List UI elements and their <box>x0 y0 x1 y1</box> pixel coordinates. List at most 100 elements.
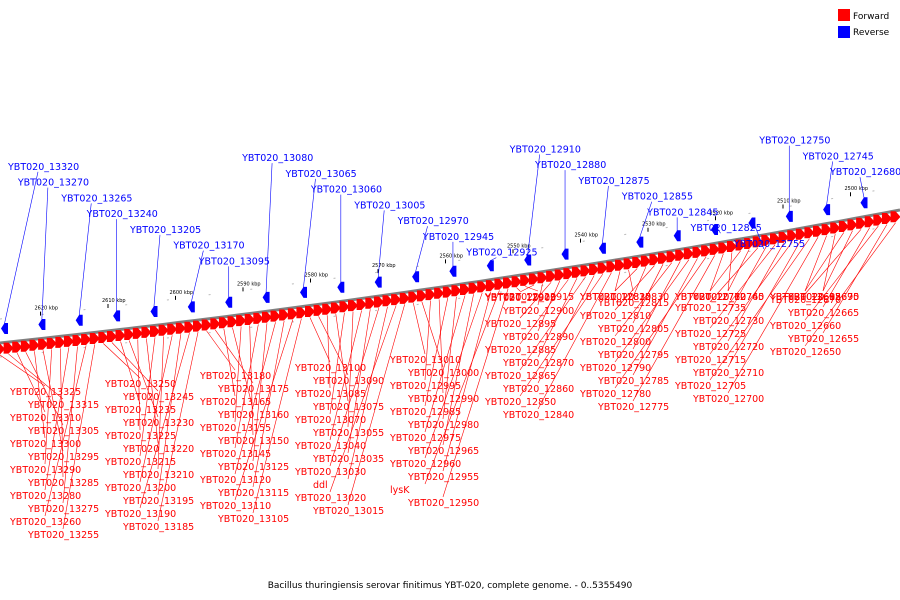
gene-YBT020_13070 <box>339 301 350 313</box>
gene-YBT020_13020 <box>391 294 402 306</box>
leader-line <box>234 326 242 423</box>
leader-line <box>0 354 46 387</box>
gene-label-YBT020_13020: YBT020_13020 <box>294 493 366 504</box>
leader-line <box>709 244 776 329</box>
leader-line <box>157 332 199 522</box>
gene-label-YBT020_13155: YBT020_13155 <box>199 423 271 434</box>
gene-YBT020_12970 <box>412 271 420 283</box>
gene-label-YBT020_12850: YBT020_12850 <box>484 397 556 408</box>
gene-label-YBT020_13230: YBT020_13230 <box>122 418 194 429</box>
gene-label-YBT020_12955: YBT020_12955 <box>407 472 479 483</box>
leader-line <box>438 299 444 394</box>
gene-label-YBT020_12855: YBT020_12855 <box>621 192 693 203</box>
leader-line <box>413 303 426 355</box>
gene-YBT020_12800 <box>666 251 677 263</box>
leader-line <box>252 323 268 462</box>
gene-YBT020_12765 <box>726 241 737 252</box>
gene-label-YBT020_12835: YBT020_12835 <box>579 292 651 303</box>
gene-YBT020_12975 <box>460 284 470 295</box>
leader-line <box>252 320 285 488</box>
gene-label-YBT020_13110: YBT020_13110 <box>199 501 271 512</box>
gene-YBT020_13280 <box>63 335 74 347</box>
gene-label-YBT020_13105: YBT020_13105 <box>217 514 289 525</box>
gene-YBT020_12665 <box>864 216 875 228</box>
gene-label-YBT020_12715: YBT020_12715 <box>674 355 746 366</box>
gene-YBT020_13305 <box>20 340 31 352</box>
leader-line <box>632 266 647 298</box>
gene-label-YBT020_13305: YBT020_13305 <box>27 426 99 437</box>
leader-line <box>709 238 810 381</box>
gene-label-YBT020_12925: YBT020_12925 <box>465 248 537 259</box>
gene-YBT020_13295 <box>38 338 49 350</box>
gene-label-YBT020_13095: YBT020_13095 <box>198 256 270 267</box>
gene-label-YBT020_12665: YBT020_12665 <box>787 308 859 319</box>
leader-line <box>519 279 569 345</box>
gene-label-YBT020_12650: YBT020_12650 <box>769 347 841 358</box>
gene-YBT020_12995 <box>425 289 436 301</box>
gene-label-YBT020_13295: YBT020_13295 <box>27 452 99 463</box>
leader-line <box>614 268 638 292</box>
gene-YBT020_12745 <box>823 204 831 216</box>
gene-YBT020_13215 <box>150 325 160 337</box>
gene-label-YBT020_12880: YBT020_12880 <box>534 160 606 171</box>
leader-line <box>44 347 70 491</box>
gene-YBT020_13325 <box>0 343 5 355</box>
gene-label-YBT020_12800: YBT020_12800 <box>579 337 651 348</box>
reverse-track-guide <box>0 185 900 320</box>
gene-YBT020_13260 <box>81 334 92 345</box>
gene-YBT020_12755 <box>748 217 756 229</box>
gene-label-YBT020_13245: YBT020_13245 <box>122 392 194 403</box>
legend-label-reverse: Reverse <box>853 28 890 38</box>
gene-label-YBT020_13235: YBT020_13235 <box>104 405 176 416</box>
leader-line <box>727 237 819 394</box>
leader-line <box>347 304 405 506</box>
gene-label-YBT020_12670: YBT020_12670 <box>769 295 841 306</box>
gene-YBT020_13240 <box>113 310 121 322</box>
gene-YBT020_13040 <box>356 299 367 310</box>
gene-label-YBT020_12950: YBT020_12950 <box>407 498 479 509</box>
gene-YBT020_12820 <box>632 257 643 268</box>
gene-label-YBT020_12785: YBT020_12785 <box>597 376 669 387</box>
leader-line <box>215 329 254 384</box>
leader-line <box>326 315 331 389</box>
leader-line <box>442 296 457 420</box>
leader-line <box>537 272 612 410</box>
leader-line <box>153 234 161 307</box>
gene-label-YBT020_12910: YBT020_12910 <box>509 144 581 155</box>
leader-line <box>25 352 64 426</box>
gene-label-YBT020_12975: YBT020_12975 <box>389 433 461 444</box>
gene-label-YBT020_12920: YBT020_12920 <box>484 292 556 303</box>
gene-label-YBT020_12980: YBT020_12980 <box>407 420 479 431</box>
gene-YBT020_12950 <box>503 277 513 289</box>
gene-YBT020_13085 <box>322 303 333 315</box>
gene-label-lysK: lysK <box>390 485 410 496</box>
tick-label: 2510 kbp <box>777 198 801 204</box>
gene-label-YBT020_12985: YBT020_12985 <box>389 407 461 418</box>
tick-label: 2520 kbp <box>710 210 734 216</box>
gene-YBT020_12720 <box>778 231 789 243</box>
leader-line <box>527 154 540 256</box>
leader-line <box>139 333 190 509</box>
leader-line <box>614 256 707 389</box>
gene-YBT020_12920 <box>511 276 522 288</box>
tick-label: 2600 kbp <box>170 290 194 296</box>
gene-YBT020_12770 <box>718 242 729 254</box>
gene-YBT020_12815 <box>640 255 651 267</box>
leader-line <box>329 310 362 441</box>
gene-YBT020_12730 <box>761 234 772 246</box>
gene-YBT020_12965 <box>468 282 479 294</box>
gene-label-YBT020_13085: YBT020_13085 <box>294 389 366 400</box>
leader-line <box>424 300 431 381</box>
gene-label-YBT020_13215: YBT020_13215 <box>104 457 176 468</box>
leader-line <box>516 287 521 292</box>
leader-line <box>424 295 466 433</box>
gene-YBT020_13055 <box>348 300 358 312</box>
gene-label-YBT020_13060: YBT020_13060 <box>310 185 382 196</box>
gene-YBT020_13255 <box>89 333 100 344</box>
leader-line <box>822 224 888 334</box>
gene-YBT020_12865 <box>580 265 591 277</box>
gene-label-YBT020_12805: YBT020_12805 <box>597 324 669 335</box>
gene-label-YBT020_13320: YBT020_13320 <box>7 162 79 173</box>
leader-line <box>347 311 354 428</box>
gene-YBT020_13290 <box>46 337 57 349</box>
